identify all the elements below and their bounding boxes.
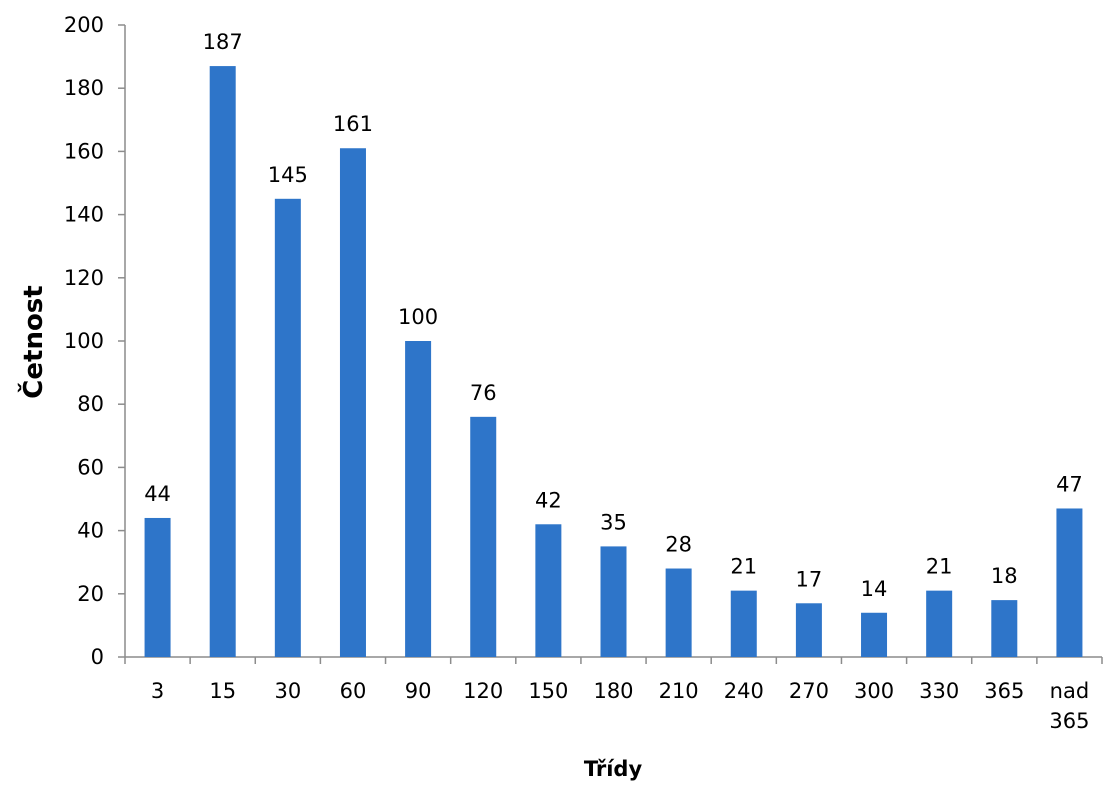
- x-tick-label: 90: [405, 679, 432, 703]
- data-label: 44: [144, 482, 171, 506]
- bar: [339, 148, 366, 658]
- y-axis-title: Četnost: [17, 285, 49, 398]
- x-tick-label: 365: [984, 679, 1024, 703]
- bar: [1056, 508, 1083, 657]
- data-label: 47: [1056, 472, 1083, 496]
- x-tick-label: 120: [463, 679, 503, 703]
- data-label: 187: [203, 30, 243, 54]
- data-label: 35: [600, 510, 627, 534]
- x-tick-label: 30: [274, 679, 301, 703]
- bar: [274, 198, 301, 658]
- bar: [991, 600, 1018, 657]
- bars: [144, 66, 1083, 658]
- x-tick-label: 60: [340, 679, 367, 703]
- x-tick-label: nad 365: [1049, 679, 1089, 733]
- y-tick-label: 100: [64, 329, 104, 353]
- data-label: 18: [991, 564, 1018, 588]
- bar: [795, 603, 822, 657]
- x-tick-label: 15: [209, 679, 236, 703]
- bar: [730, 590, 757, 657]
- x-tick-label: 3: [151, 679, 164, 703]
- x-tick-label: 180: [593, 679, 633, 703]
- y-tick-label: 120: [64, 266, 104, 290]
- data-label: 21: [730, 555, 757, 579]
- data-label: 28: [665, 533, 692, 557]
- y-tick-label: 60: [77, 455, 104, 479]
- bar: [665, 568, 692, 657]
- data-label: 76: [470, 381, 497, 405]
- x-axis-ticks: 3 15 30 60 90 120 150 180 210 240 270 300 330 365 nad 3…: [124, 657, 1103, 733]
- y-tick-label: 20: [77, 582, 104, 606]
- y-axis-ticks: 0 20 40 60 80 100 120 140 160 180 200: [64, 13, 125, 669]
- bar: [144, 517, 171, 657]
- data-label: 21: [926, 555, 953, 579]
- x-tick-label: 240: [724, 679, 764, 703]
- data-label: 161: [333, 112, 373, 136]
- bar: [861, 612, 888, 657]
- data-label: 14: [861, 577, 888, 601]
- x-tick-label: 210: [659, 679, 699, 703]
- x-axis-title: Třídy: [584, 757, 643, 781]
- data-label: 42: [535, 488, 562, 512]
- x-tick-label: 300: [854, 679, 894, 703]
- y-tick-label: 200: [64, 13, 104, 37]
- bar: [470, 416, 497, 657]
- y-tick-label: 80: [77, 392, 104, 416]
- y-tick-label: 0: [91, 645, 104, 669]
- bar: [405, 341, 432, 657]
- y-tick-label: 180: [64, 76, 104, 100]
- x-tick-label: 150: [528, 679, 568, 703]
- x-tick-label: 330: [919, 679, 959, 703]
- bar: [600, 546, 627, 657]
- y-tick-label: 140: [64, 203, 104, 227]
- bar: [535, 524, 562, 657]
- data-label: 145: [268, 163, 308, 187]
- y-tick-label: 40: [77, 519, 104, 543]
- bar: [926, 590, 953, 657]
- data-label: 17: [796, 567, 823, 591]
- data-label: 100: [398, 305, 438, 329]
- bar: [209, 66, 236, 657]
- x-tick-label: 270: [789, 679, 829, 703]
- data-labels: 44 187 145 161 100 76 42 35 28 21 17 14 21 18 47: [144, 30, 1083, 601]
- y-tick-label: 160: [64, 139, 104, 163]
